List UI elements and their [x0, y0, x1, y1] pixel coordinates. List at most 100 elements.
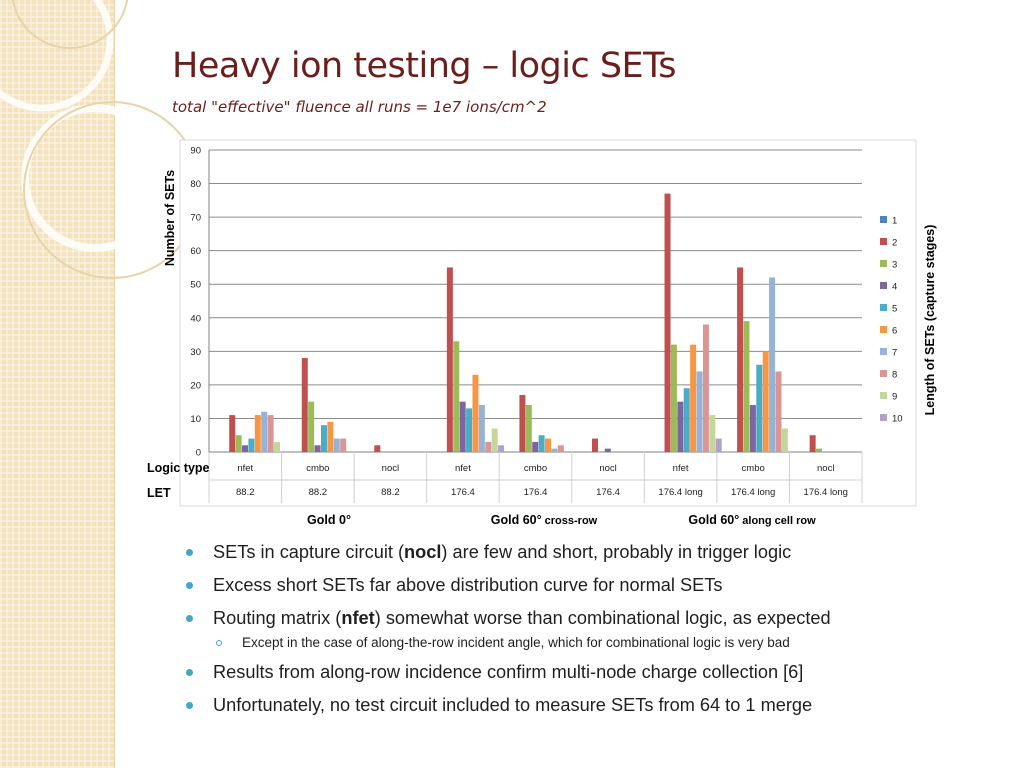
bar-series-3 [670, 344, 677, 452]
bar-series-3 [453, 341, 460, 452]
group-label: Gold 0° [307, 513, 351, 527]
legend-swatch [880, 392, 887, 399]
bar-series-8 [340, 438, 347, 452]
category-logic-type: cmbo [742, 463, 765, 474]
category-logic-type: nfet [673, 463, 689, 474]
bar-series-6 [472, 374, 479, 452]
category-logic-type: cmbo [306, 463, 329, 474]
bar-series-6 [545, 438, 552, 452]
y-tick-label: 20 [190, 380, 201, 391]
bar-series-3 [743, 321, 750, 452]
bar-series-2 [374, 445, 381, 452]
legend-swatch [880, 304, 887, 311]
bar-series-9 [709, 415, 716, 452]
bar-series-6 [690, 344, 697, 452]
bar-series-5 [538, 435, 545, 452]
legend-label: 3 [892, 260, 897, 271]
bullet-text: Unfortunately, no test circuit included … [213, 695, 813, 715]
sub-bullet-item: Except in the case of along-the-row inci… [186, 634, 1016, 652]
bullet-bold-term: nocl [404, 542, 442, 562]
bar-series-3 [308, 401, 315, 452]
y-axis-title: Number of SETs [163, 170, 177, 266]
category-let: 176.4 long [658, 487, 702, 498]
bar-series-2 [229, 415, 236, 452]
category-let: 88.2 [236, 487, 255, 498]
bar-series-8 [485, 441, 492, 452]
bar-series-2 [809, 435, 816, 452]
bar-series-2 [301, 358, 308, 452]
bar-series-3 [525, 405, 532, 452]
bullet-text: Routing matrix ( [213, 608, 342, 628]
bar-series-8 [702, 324, 709, 452]
category-logic-type: nocl [382, 463, 399, 474]
y-tick-label: 40 [190, 313, 201, 324]
bar-series-6 [762, 351, 769, 452]
y-tick-label: 70 [190, 213, 201, 224]
bar-series-4 [459, 401, 466, 452]
bar-series-10 [498, 445, 505, 452]
slide-title: Heavy ion testing – logic SETs [172, 46, 676, 86]
category-logic-type: nfet [455, 463, 471, 474]
bullet-marker-icon [186, 582, 193, 589]
bar-series-9 [781, 428, 788, 452]
legend-label: 6 [892, 326, 897, 337]
bar-series-7 [551, 448, 558, 452]
y-tick-label: 80 [190, 179, 201, 190]
bar-series-4 [677, 401, 684, 452]
category-logic-type: nfet [237, 463, 253, 474]
legend-swatch [880, 238, 887, 245]
row-label-logic-type: Logic type [147, 461, 210, 475]
bar-series-8 [267, 415, 274, 452]
bar-series-10 [715, 438, 722, 452]
category-let: 88.2 [381, 487, 400, 498]
bullet-marker-icon [186, 615, 193, 622]
bullet-list: SETs in capture circuit (nocl) are few a… [186, 541, 1016, 727]
bar-series-2 [519, 394, 526, 452]
bar-series-7 [478, 405, 485, 452]
bar-series-4 [532, 441, 539, 452]
y-tick-label: 30 [190, 347, 201, 358]
decorative-circles [0, 0, 201, 279]
category-let: 176.4 long [804, 487, 848, 498]
bar-series-8 [557, 445, 564, 452]
legend-swatch [880, 326, 887, 333]
legend-swatch [880, 282, 887, 289]
bar-series-3 [816, 448, 823, 452]
legend-swatch [880, 216, 887, 223]
set-bar-chart: 0 10 20 30 40 50 60 70 80 90 Number of SETs nfet 88.… [147, 139, 937, 527]
bar-series-2 [591, 438, 598, 452]
bar-series-9 [491, 428, 498, 452]
bar-series-7 [261, 411, 268, 452]
bar-series-4 [242, 445, 248, 452]
category-let: 88.2 [309, 487, 328, 498]
bullet-item: SETs in capture circuit (nocl) are few a… [186, 541, 1016, 563]
legend-swatch [880, 370, 887, 377]
bullet-item: Routing matrix (nfet) somewhat worse tha… [186, 607, 1016, 629]
bullet-marker-icon [186, 549, 193, 556]
slide-subtitle: total "effective" fluence all runs = 1e7… [172, 98, 547, 116]
bullet-text: Results from along-row incidence confirm… [213, 662, 804, 682]
group-label: Gold 60° cross-row [491, 513, 598, 527]
bullet-marker-icon [186, 702, 193, 709]
category-let: 176.4 [596, 487, 620, 498]
bullet-text: SETs in capture circuit ( [213, 542, 405, 562]
bullet-item: Excess short SETs far above distribution… [186, 574, 1016, 596]
bullet-bold-term: nfet [341, 608, 375, 628]
decorative-side-band [0, 0, 115, 768]
bar-series-2 [664, 193, 671, 452]
y-tick-label: 60 [190, 246, 201, 257]
y-tick-label: 0 [196, 448, 201, 459]
bar-series-5 [466, 408, 473, 452]
legend-label: 10 [892, 414, 903, 425]
row-label-let: LET [147, 486, 171, 500]
group-label: Gold 60° along cell row [688, 513, 816, 527]
bullet-text: Excess short SETs far above distribution… [213, 575, 723, 595]
bullet-item: Unfortunately, no test circuit included … [186, 694, 1016, 716]
y-tick-label: 10 [190, 414, 201, 425]
bar-series-3 [235, 435, 242, 452]
bullet-marker-icon [216, 640, 222, 646]
legend-label: 9 [892, 392, 897, 403]
category-let: 176.4 [524, 487, 548, 498]
category-logic-type: nocl [817, 463, 834, 474]
bar-series-7 [333, 438, 340, 452]
